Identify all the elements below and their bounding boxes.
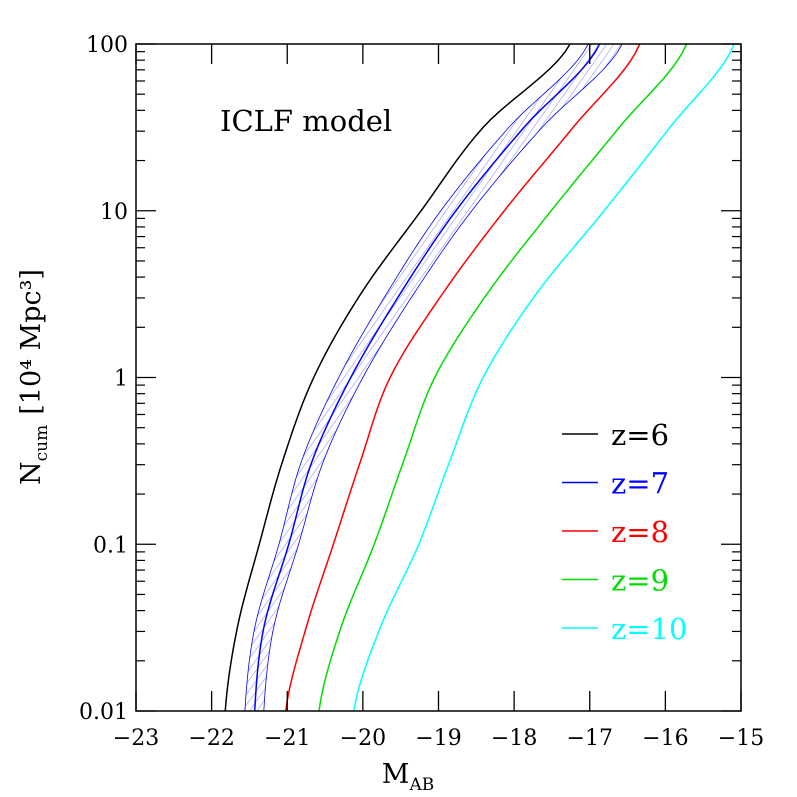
x-axis-label: MAB [382, 759, 434, 795]
legend-label: z=8 [611, 515, 669, 549]
series-line-z-7 [253, 44, 601, 711]
legend-label: z=10 [611, 612, 687, 646]
series-line-z-10 [353, 44, 735, 711]
series-line-z-6 [224, 44, 571, 711]
legend-label: z=6 [611, 418, 669, 452]
x-tick-label: −18 [491, 726, 537, 751]
y-tick-label: 0.1 [93, 533, 128, 558]
z7-uncertainty-band [244, 44, 623, 711]
series-line-z-9 [318, 44, 688, 711]
x-tick-label: −22 [188, 726, 234, 751]
y-tick-label: 1 [114, 367, 128, 392]
series-line-z-8 [284, 44, 641, 711]
annotation: ICLF model [220, 104, 392, 138]
y-tick-label: 0.01 [79, 700, 128, 725]
legend: z=6 z=7 z=8 z=9 z=10 [562, 418, 687, 646]
x-tick-label: −21 [264, 726, 310, 751]
legend-label: z=9 [611, 564, 669, 598]
x-tick-label: −15 [718, 726, 764, 751]
axis-ticks: −23 −22 −21 −20 −19 −18 −17 −16 −15 0.01 0.1 1 10 100 [79, 33, 764, 751]
x-tick-label: −20 [340, 726, 386, 751]
x-tick-label: −16 [642, 726, 688, 751]
x-tick-label: −19 [415, 726, 461, 751]
plot-frame [135, 43, 742, 712]
x-tick-label: −17 [567, 726, 613, 751]
plot-marks [224, 44, 735, 711]
x-tick-label: −23 [113, 726, 159, 751]
legend-label: z=7 [611, 467, 669, 501]
y-tick-label: 10 [100, 200, 128, 225]
y-axis-label: Ncum[10⁴ Mpc³] [16, 269, 52, 485]
y-tick-label: 100 [86, 33, 128, 58]
